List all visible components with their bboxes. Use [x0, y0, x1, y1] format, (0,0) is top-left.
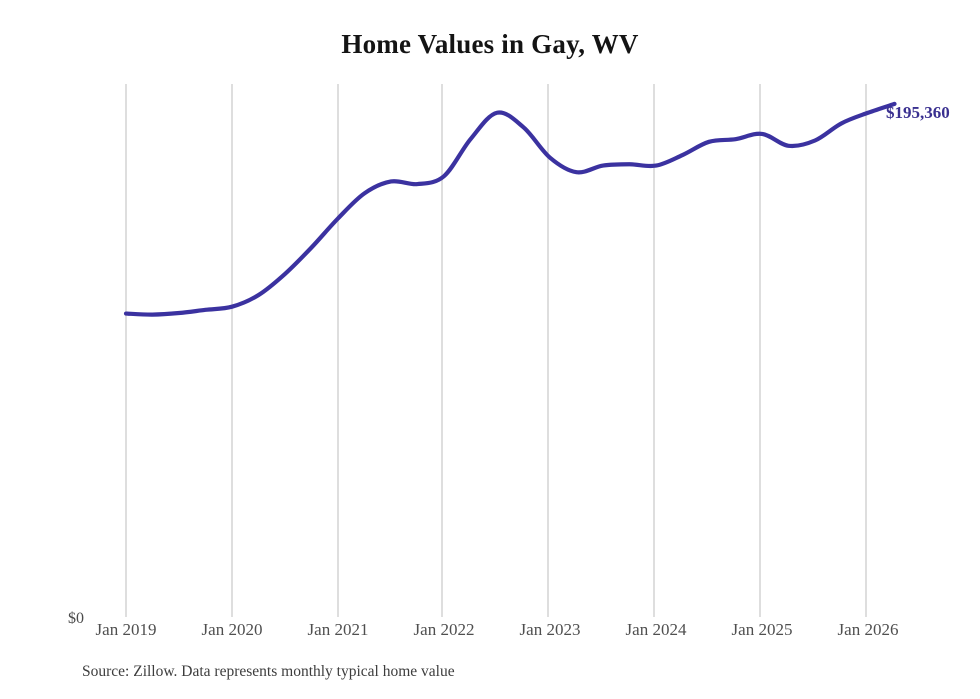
series-end-value-label: $195,360 [886, 103, 950, 122]
x-tick-jan-2021: Jan 2021 [307, 620, 369, 639]
y-axis-zero-label: $0 [68, 610, 84, 627]
chart-title: Home Values in Gay, WV [341, 29, 639, 59]
gridlines [125, 84, 867, 617]
x-tick-jan-2019: Jan 2019 [95, 620, 157, 639]
x-tick-jan-2020: Jan 2020 [201, 620, 263, 639]
source-note: Source: Zillow. Data represents monthly … [82, 663, 455, 680]
x-tick-jan-2024: Jan 2024 [625, 620, 687, 639]
x-tick-jan-2022: Jan 2022 [413, 620, 475, 639]
x-tick-jan-2026: Jan 2026 [837, 620, 899, 639]
series-line-typical-home-value [123, 101, 897, 317]
x-tick-jan-2025: Jan 2025 [731, 620, 793, 639]
x-tick-jan-2023: Jan 2023 [519, 620, 581, 639]
